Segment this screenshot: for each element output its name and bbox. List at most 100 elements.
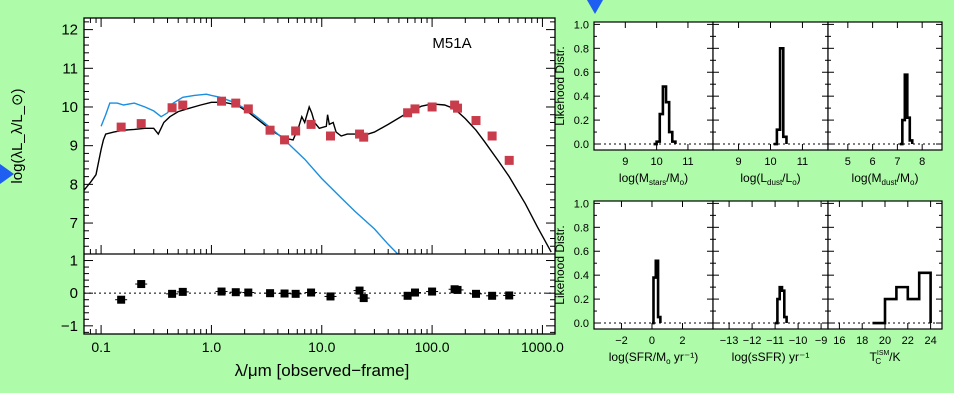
hist-y-tick-label: 0.4 — [574, 270, 589, 282]
hist-y-tick-label: 1.0 — [574, 19, 589, 31]
likelihood-panels: 0.0 0.2 0.4 0.6 0.8 1.0 Likehood Distr. 9 10 11 lo… — [553, 19, 943, 366]
hist-x-tick-label: −13 — [720, 335, 739, 347]
residual-point — [291, 289, 300, 298]
x-tick-label: 10.0 — [308, 339, 335, 355]
residual-point — [403, 291, 412, 300]
hist-y-tick-label: 0.4 — [574, 91, 589, 103]
residual-point — [359, 294, 368, 303]
hist-plot-background — [713, 22, 828, 150]
y-tick-label: 7 — [70, 215, 78, 232]
observed-point — [325, 131, 335, 141]
observed-point — [427, 102, 437, 112]
hist-x-tick-label: 10 — [764, 156, 776, 168]
hist-x-tick-label: 8 — [919, 156, 925, 168]
residual-point — [244, 288, 253, 297]
likelihood-panel: 0.0 0.2 0.4 0.6 0.8 1.0 Likehood Distr. −2 0 2 log… — [553, 198, 714, 366]
observed-point — [178, 100, 188, 110]
residual-point — [231, 288, 240, 297]
hist-y-tick-label: 0.2 — [574, 294, 589, 306]
observed-point — [136, 119, 146, 129]
hist-y-tick-label: 0.0 — [574, 139, 589, 151]
observed-point — [167, 103, 177, 113]
hist-y-axis-label: Likehood Distr. — [553, 225, 567, 304]
residual-y-tick-label: 1 — [70, 253, 78, 270]
likelihood-panel: 9 10 11 log(Ldust/Lo) — [712, 21, 829, 187]
likelihood-panel: 0.0 0.2 0.4 0.6 0.8 1.0 Likehood Distr. 9 10 11 lo… — [553, 19, 714, 187]
observed-point — [403, 108, 413, 118]
hist-x-tick-label: 9 — [735, 156, 741, 168]
left-arrow-marker — [0, 164, 14, 184]
hist-plot-frame — [827, 21, 943, 151]
hist-y-tick-label: 0.6 — [574, 67, 589, 79]
hist-x-tick-label: 0 — [649, 335, 655, 347]
hist-plot-background — [713, 201, 828, 329]
top-arrow-marker — [587, 0, 603, 14]
observed-point — [410, 104, 420, 114]
sed-model-line — [84, 101, 552, 253]
y-tick-label: 10 — [61, 99, 78, 116]
residual-y-tick-label: −1 — [61, 318, 78, 335]
residual-point — [217, 287, 226, 296]
y-tick-label: 8 — [70, 176, 78, 193]
hist-x-axis-label: log(Mdust/Mo) — [852, 171, 919, 187]
hist-x-axis-label: log(Mstars/Mo) — [619, 171, 688, 187]
observed-point — [306, 119, 316, 129]
likelihood-histogram — [773, 47, 788, 146]
residual-point — [117, 295, 126, 304]
residual-point — [355, 286, 364, 295]
residual-point — [307, 288, 316, 297]
residual-point — [326, 292, 335, 301]
hist-x-tick-label: 11 — [682, 156, 693, 168]
observed-point — [116, 122, 126, 132]
observed-point — [231, 98, 241, 108]
hist-y-tick-label: 0.2 — [574, 115, 589, 127]
x-tick-label: 0.1 — [91, 339, 111, 355]
hist-x-tick-label: 11 — [797, 156, 808, 168]
hist-x-tick-label: 9 — [622, 156, 628, 168]
hist-x-tick-label: 2 — [679, 335, 685, 347]
sed-plot-frame — [83, 17, 556, 335]
hist-x-tick-label: 6 — [870, 156, 876, 168]
observed-point — [453, 103, 463, 113]
residual-point — [137, 280, 146, 289]
hist-x-tick-label: 18 — [856, 335, 868, 347]
residual-point — [488, 291, 497, 300]
x-tick-label: 1000.0 — [521, 339, 564, 355]
residual-point — [505, 291, 514, 300]
hist-x-tick-label: −11 — [766, 335, 784, 347]
residual-point — [428, 287, 437, 296]
likelihood-histogram — [899, 73, 914, 146]
likelihood-panel: 16 18 20 22 24 TISM C/K — [827, 200, 943, 366]
sed-stellar-line — [100, 93, 399, 254]
hist-y-tick-label: 1.0 — [574, 198, 589, 210]
x-tick-label: 100.0 — [415, 339, 450, 355]
hist-plot-background — [594, 22, 713, 150]
hist-y-tick-label: 0.8 — [574, 222, 589, 234]
observed-point — [280, 135, 290, 145]
x-axis-label: λ/μm [observed−frame] — [235, 361, 410, 380]
hist-x-axis-label: TISM C/K — [870, 350, 901, 366]
hist-x-axis-label: log(SFR/Mo yr⁻¹) — [609, 350, 698, 366]
observed-point — [291, 126, 301, 136]
residual-point — [178, 287, 187, 296]
observed-point — [359, 132, 369, 142]
hist-x-tick-label: −2 — [615, 335, 628, 347]
hist-y-tick-label: 0.8 — [574, 43, 589, 55]
hist-x-axis-label: log(sSFR) yr⁻¹ — [732, 350, 810, 364]
y-tick-label: 12 — [61, 22, 78, 39]
likelihood-histogram — [653, 85, 677, 146]
hist-x-tick-label: −12 — [743, 335, 762, 347]
y-axis-label: log(λL_λ/L_⊙) — [9, 88, 26, 183]
hist-plot-background — [828, 22, 942, 150]
hist-x-tick-label: −10 — [789, 335, 808, 347]
likelihood-histogram — [651, 259, 662, 325]
residual-point — [472, 289, 481, 298]
hist-y-axis-label: Likehood Distr. — [553, 46, 567, 125]
likelihood-panel: −13 −12 −11 −10 −9 log(sSFR) yr⁻¹ — [712, 200, 829, 364]
hist-y-tick-label: 0.6 — [574, 246, 589, 258]
observed-point — [471, 116, 481, 126]
observed-point — [217, 96, 227, 106]
